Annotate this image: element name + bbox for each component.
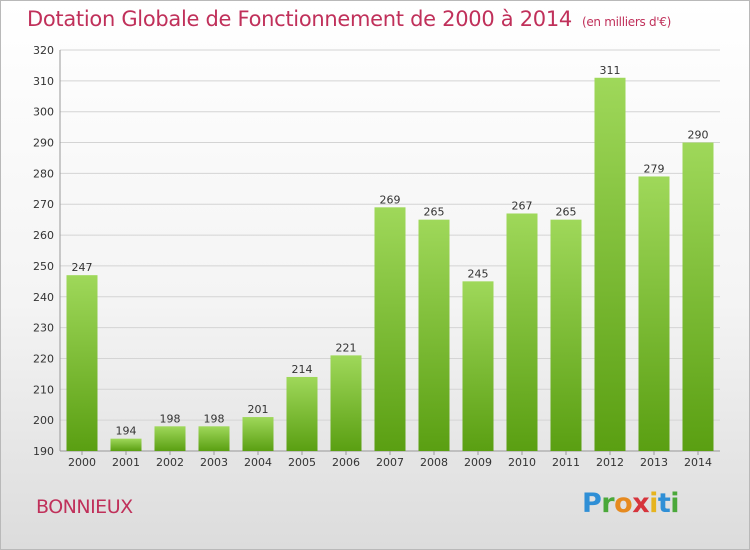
- y-tick-label: 280: [33, 167, 54, 180]
- x-tick-label-2004: 2004: [244, 456, 272, 469]
- bar-2008: [418, 219, 450, 451]
- x-tick-label-2014: 2014: [684, 456, 712, 469]
- value-label-2012: 311: [600, 64, 621, 77]
- bar-2006: [330, 355, 362, 451]
- x-tick-label-2011: 2011: [552, 456, 580, 469]
- bar-2004: [242, 417, 274, 451]
- x-tick-label-2001: 2001: [112, 456, 140, 469]
- y-tick-label: 230: [33, 322, 54, 335]
- y-tick-label: 310: [33, 75, 54, 88]
- value-label-2010: 267: [512, 199, 533, 212]
- value-labels: 247 194 198 198 201 214 221 269 265 245 267 265 311 2…: [72, 64, 709, 438]
- bar-2001: [110, 438, 142, 451]
- value-label-2002: 198: [160, 412, 181, 425]
- value-label-2006: 221: [336, 341, 357, 354]
- value-label-2008: 265: [424, 206, 445, 219]
- bar-2010: [506, 213, 538, 451]
- bar-2002: [154, 426, 186, 451]
- x-tick-label-2000: 2000: [68, 456, 96, 469]
- x-tick-label-2002: 2002: [156, 456, 184, 469]
- bar-2012: [594, 77, 626, 451]
- value-label-2004: 201: [248, 403, 269, 416]
- bar-2009: [462, 281, 494, 451]
- bars: [66, 77, 714, 452]
- x-tick-label-2005: 2005: [288, 456, 316, 469]
- axes: 190 200 210 220 230 240 250 260 270 280 290 300 310 3…: [33, 44, 720, 469]
- bar-2007: [374, 207, 406, 451]
- proxiti-logo: Proxiti: [582, 488, 680, 519]
- bar-2011: [550, 219, 582, 451]
- place-name: BONNIEUX: [36, 496, 133, 518]
- value-label-2001: 194: [116, 425, 137, 438]
- bar-2013: [638, 176, 670, 451]
- x-tick-label-2006: 2006: [332, 456, 360, 469]
- x-tick-label-2013: 2013: [640, 456, 668, 469]
- y-tick-label: 190: [33, 445, 54, 458]
- chart-title: Dotation Globale de Fonctionnement de 20…: [27, 7, 671, 31]
- y-tick-label: 200: [33, 414, 54, 427]
- y-tick-label: 320: [33, 44, 54, 57]
- y-tick-label: 250: [33, 260, 54, 273]
- x-tick-label-2008: 2008: [420, 456, 448, 469]
- value-label-2009: 245: [468, 267, 489, 280]
- y-tick-label: 260: [33, 229, 54, 242]
- x-tick-label-2007: 2007: [376, 456, 404, 469]
- bar-2014: [682, 142, 714, 452]
- bar-2003: [198, 426, 230, 451]
- x-tick-label-2012: 2012: [596, 456, 624, 469]
- value-label-2013: 279: [644, 162, 665, 175]
- bar-2000: [66, 275, 98, 451]
- x-tick-label-2003: 2003: [200, 456, 228, 469]
- x-tick-label-2009: 2009: [464, 456, 492, 469]
- bar-2005: [286, 376, 318, 451]
- x-tick-label-2010: 2010: [508, 456, 536, 469]
- y-tick-label: 270: [33, 198, 54, 211]
- y-tick-label: 240: [33, 291, 54, 304]
- y-tick-label: 220: [33, 352, 54, 365]
- value-label-2003: 198: [204, 412, 225, 425]
- y-tick-label: 300: [33, 106, 54, 119]
- value-label-2000: 247: [72, 261, 93, 274]
- y-tick-label: 210: [33, 383, 54, 396]
- y-tick-label: 290: [33, 137, 54, 150]
- chart-unit: (en milliers d'€): [581, 15, 671, 29]
- value-label-2007: 269: [380, 193, 401, 206]
- chart-title-text: Dotation Globale de Fonctionnement de 20…: [27, 7, 572, 31]
- value-label-2005: 214: [292, 363, 313, 376]
- value-label-2011: 265: [556, 206, 577, 219]
- value-label-2014: 290: [688, 129, 709, 142]
